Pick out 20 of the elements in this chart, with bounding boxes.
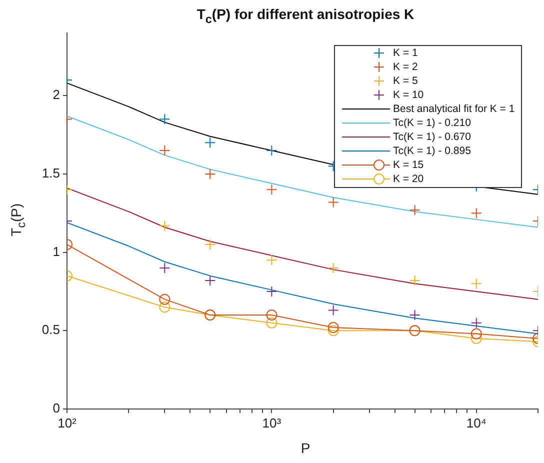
- y-tick-label: 0.5: [42, 322, 60, 338]
- legend-label: K = 2: [393, 60, 418, 73]
- legend-label: K = 1: [393, 46, 418, 59]
- legend-label: Tc(K = 1) - 0.895: [393, 144, 472, 157]
- x-axis-title: P: [300, 440, 312, 456]
- legend-label: Tc(K = 1) - 0.210: [393, 116, 472, 129]
- chart-title: T$_{c}$(P) for different anisotropies K: [196, 6, 416, 26]
- legend-label: K = 20: [393, 172, 424, 185]
- x-tick-label: 10⁴: [466, 415, 486, 430]
- legend-label: K = 10: [393, 88, 424, 101]
- y-tick-label: 1: [52, 244, 60, 259]
- y-tick-label: 1.5: [42, 166, 60, 181]
- legend-label: K = 15: [393, 158, 424, 171]
- legend-label: Tc(K = 1) - 0.670: [393, 130, 472, 143]
- legend-label: K = 5: [393, 74, 418, 87]
- y-tick-label: 0: [52, 400, 60, 416]
- legend-label: Best analytical fit for K = 1: [393, 102, 515, 115]
- x-tick-label: 10²: [58, 415, 78, 430]
- x-tick-label: 10³: [262, 415, 282, 430]
- y-tick-label: 2: [52, 87, 60, 102]
